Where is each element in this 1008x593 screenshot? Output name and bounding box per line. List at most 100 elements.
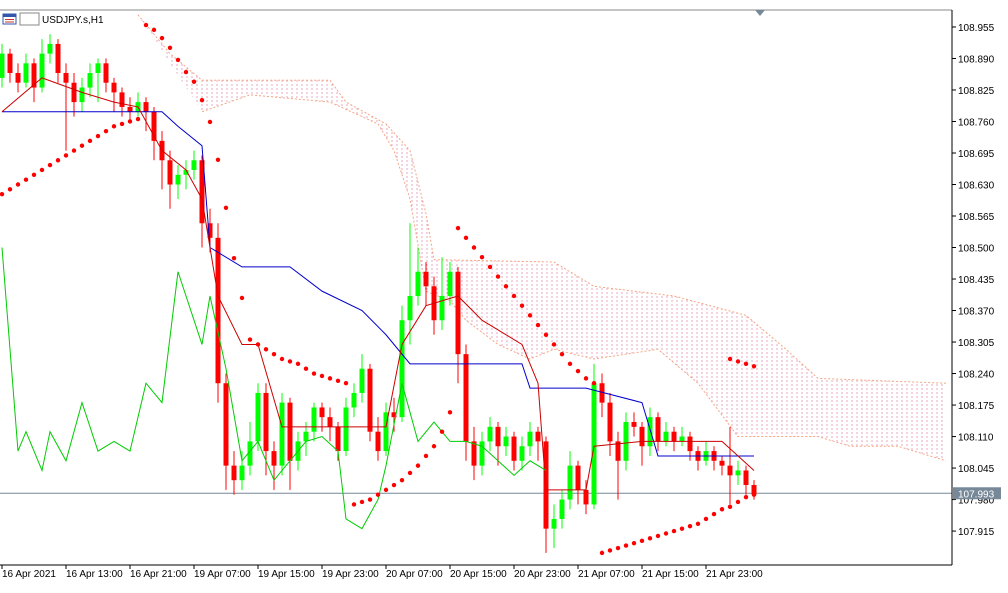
x-tick-label: 16 Apr 21:00 [130, 569, 187, 580]
y-tick-label: 108.695 [958, 149, 995, 160]
candle-body [71, 82, 77, 103]
candle-body [143, 102, 149, 112]
candle-body [599, 383, 605, 403]
y-tick-label: 108.435 [958, 275, 995, 286]
sar-dot [751, 364, 757, 369]
sar-dot [215, 157, 221, 162]
candle-body [175, 174, 181, 185]
candle-body [447, 271, 453, 296]
candle-body [511, 436, 517, 461]
sar-dot [287, 359, 293, 364]
candle-body [119, 92, 125, 107]
y-tick-label: 108.890 [958, 54, 995, 65]
sar-dot [479, 255, 485, 260]
candle-body [255, 392, 261, 442]
candle-body [743, 470, 749, 486]
indicator-line [1, 247, 547, 530]
sar-dot [711, 511, 717, 517]
y-tick-label: 108.825 [958, 86, 995, 97]
sar-dot [567, 361, 573, 367]
sar-dot [463, 235, 469, 241]
candle-body [103, 63, 109, 83]
sar-dot [535, 322, 541, 328]
x-tick-label: 20 Apr 15:00 [450, 569, 507, 580]
sar-dot [223, 205, 229, 210]
y-tick-label: 108.565 [958, 212, 995, 223]
indicator-line [1, 77, 755, 491]
sar-dot [0, 191, 5, 197]
sar-dot [279, 356, 285, 362]
candle-body [311, 407, 317, 432]
current-price-box [953, 487, 1001, 500]
sar-dot [727, 504, 733, 510]
candle-body [7, 53, 13, 74]
candle-body [407, 295, 413, 321]
sar-dot [431, 444, 437, 449]
candle-body [79, 87, 85, 103]
sar-dot [655, 533, 661, 539]
candle-body [591, 383, 597, 505]
cloud-fill [138, 14, 946, 461]
sar-dot [391, 482, 397, 488]
symbol-title: USDJPY.s,H1 [42, 15, 104, 26]
candle-body [63, 73, 69, 83]
y-tick-label: 108.240 [958, 370, 995, 381]
y-tick-label: 108.760 [958, 117, 995, 128]
sar-dot [591, 381, 597, 386]
sar-dot [175, 57, 181, 63]
sar-dot [231, 255, 237, 261]
sar-dot [735, 359, 741, 364]
candle-body [271, 451, 277, 466]
shift-marker [755, 10, 765, 16]
sar-dot [119, 121, 125, 127]
sar-dot [551, 342, 557, 347]
candle-body [415, 271, 421, 296]
sar-dot [327, 376, 333, 381]
sar-dot [31, 172, 37, 178]
candle-body [463, 354, 469, 442]
sar-dot [727, 356, 733, 362]
candle-body [375, 431, 381, 452]
candle-body [495, 426, 501, 447]
candle-body [279, 402, 285, 466]
y-tick-label: 108.955 [958, 23, 995, 34]
candle-body [263, 392, 269, 452]
sar-dot [663, 531, 669, 536]
y-tick-label: 108.370 [958, 307, 995, 318]
x-tick-label: 19 Apr 07:00 [194, 569, 251, 580]
sar-dot [575, 368, 581, 374]
candle-body [607, 402, 613, 442]
y-tick-label: 108.110 [958, 433, 994, 444]
sar-dot [127, 119, 133, 124]
candle-body [111, 82, 117, 93]
candle-body [647, 417, 653, 447]
sar-dot [159, 35, 165, 41]
sar-dot [487, 264, 493, 270]
sar-dot [343, 381, 349, 386]
candle-body [47, 43, 53, 54]
candle-body [735, 470, 741, 476]
sar-dot [599, 550, 605, 556]
sar-dot [135, 116, 141, 122]
sar-dot [199, 97, 205, 103]
sar-dot [239, 295, 245, 301]
candle-body [215, 237, 221, 384]
sar-dot [559, 351, 565, 357]
candle-body [503, 436, 509, 447]
y-tick-label: 108.175 [958, 401, 995, 412]
candle-body [239, 465, 245, 481]
cloud-span [201, 94, 947, 462]
sar-dot [95, 133, 101, 139]
plot-area [0, 14, 952, 556]
sar-dot [743, 494, 749, 500]
candle-body [247, 441, 253, 466]
x-tick-label: 19 Apr 23:00 [322, 569, 379, 580]
x-tick-label: 16 Apr 13:00 [66, 569, 123, 580]
candle-body [455, 271, 461, 355]
candle-body [655, 417, 661, 442]
candle-body [287, 402, 293, 461]
candle-body [183, 169, 189, 175]
sar-dot [511, 293, 517, 299]
